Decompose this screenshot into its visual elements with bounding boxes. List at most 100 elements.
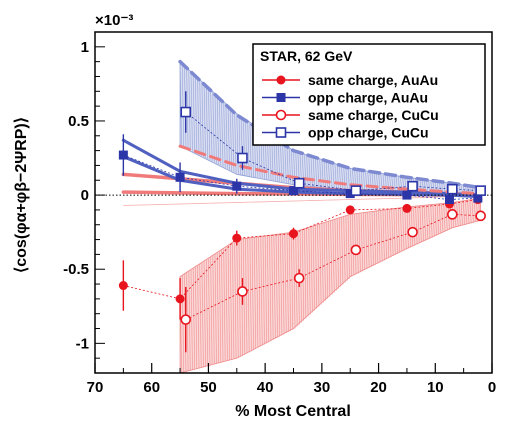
band-hatch bbox=[458, 201, 461, 227]
band-hatch bbox=[462, 200, 466, 225]
band-hatch bbox=[339, 217, 342, 287]
band-hatch bbox=[328, 161, 331, 189]
y-axis-label: ⟨cos(φα+φβ−2ΨRP)⟩ bbox=[13, 117, 30, 273]
band-hatch bbox=[330, 220, 333, 295]
band-hatch bbox=[219, 250, 222, 363]
point-same-charge-cucu bbox=[446, 209, 458, 220]
band-hatch bbox=[393, 208, 396, 255]
band-hatch bbox=[339, 164, 342, 190]
band-hatch bbox=[373, 211, 377, 265]
band-hatch bbox=[238, 239, 241, 358]
band-hatch bbox=[197, 265, 200, 369]
connector-same-charge-auau bbox=[123, 199, 478, 300]
point-same-charge-auau bbox=[289, 229, 298, 239]
band-hatch bbox=[317, 158, 320, 188]
band-hatch bbox=[280, 233, 283, 336]
band-hatch bbox=[467, 200, 470, 224]
band-hatch bbox=[317, 224, 320, 307]
band-hatch bbox=[225, 246, 228, 362]
band-hatch bbox=[308, 227, 311, 315]
x-tick-label: 70 bbox=[87, 379, 104, 396]
band-hatch bbox=[319, 223, 322, 305]
band-hatch bbox=[216, 252, 219, 364]
point-same-charge-auau bbox=[402, 203, 412, 213]
point-same-charge-auau bbox=[345, 205, 355, 215]
band-hatch bbox=[199, 263, 202, 368]
point-opp-charge-cucu bbox=[475, 185, 486, 196]
band-hatch bbox=[212, 91, 215, 163]
band-hatch bbox=[460, 201, 463, 226]
band-hatch bbox=[208, 87, 211, 161]
y-tick-label: -0.5 bbox=[63, 261, 89, 278]
band-hatch bbox=[195, 75, 198, 154]
band-hatch bbox=[336, 164, 339, 190]
legend: STAR, 62 GeV same charge, AuAu opp charge… bbox=[252, 43, 486, 146]
band-hatch bbox=[415, 206, 418, 245]
band-hatch bbox=[325, 221, 329, 299]
point-opp-charge-auau bbox=[118, 150, 128, 160]
y-tick-label: 0.5 bbox=[68, 113, 89, 130]
band-hatch bbox=[190, 269, 193, 371]
connector-opp-charge-auau bbox=[123, 154, 478, 200]
point-opp-charge-auau bbox=[444, 195, 454, 205]
band-hatch bbox=[406, 206, 409, 249]
band-hatch bbox=[384, 209, 387, 260]
band-hatch bbox=[469, 199, 472, 224]
band-hatch bbox=[284, 233, 287, 334]
curve-opp-cucu-dashed bbox=[178, 59, 483, 190]
band-hatch bbox=[197, 77, 200, 155]
band-hatch bbox=[393, 175, 396, 192]
band-hatch bbox=[471, 199, 474, 223]
point-same-charge-cucu bbox=[180, 314, 192, 325]
band-hatch bbox=[365, 170, 368, 192]
band-hatch bbox=[258, 236, 261, 347]
band-hatch bbox=[253, 237, 257, 350]
band-hatch bbox=[328, 221, 331, 297]
y-tick-label: 0 bbox=[81, 187, 89, 204]
band-hatch bbox=[210, 89, 213, 162]
band-hatch bbox=[190, 71, 193, 152]
legend-marker bbox=[275, 127, 287, 138]
band-hatch bbox=[286, 233, 289, 332]
band-hatch bbox=[293, 232, 296, 329]
band-hatch bbox=[225, 103, 228, 169]
band-hatch bbox=[219, 97, 222, 166]
band-hatch bbox=[264, 235, 267, 344]
band-hatch bbox=[426, 179, 429, 193]
band-hatch bbox=[369, 171, 372, 192]
y-axis-ticks: 1 0.5 0 -0.5 -1 bbox=[63, 31, 105, 374]
band-hatch bbox=[356, 213, 359, 274]
band-hatch bbox=[251, 237, 254, 351]
band-hatch bbox=[273, 234, 276, 339]
y-multiplier: ×10⁻³ bbox=[95, 12, 133, 29]
point-opp-charge-cucu bbox=[293, 177, 305, 189]
band-hatch bbox=[179, 61, 182, 147]
band-hatch bbox=[428, 204, 431, 239]
band-hatch bbox=[319, 158, 322, 188]
band-hatch bbox=[227, 105, 230, 171]
point-opp-charge-auau bbox=[473, 193, 483, 203]
band-hatch bbox=[216, 95, 219, 165]
band-hatch bbox=[304, 154, 307, 186]
legend-label: opp charge, AuAu bbox=[308, 90, 428, 106]
band-hatch bbox=[386, 209, 390, 259]
band-hatch bbox=[321, 159, 324, 188]
band-hatch bbox=[221, 249, 224, 363]
band-hatch bbox=[249, 237, 252, 352]
band-hatch bbox=[410, 206, 414, 247]
band-hatch bbox=[205, 259, 209, 367]
band-hatch bbox=[367, 171, 370, 192]
point-same-charge-cucu bbox=[237, 286, 248, 297]
band-hatch bbox=[195, 266, 198, 370]
band-hatch bbox=[443, 203, 446, 232]
curve-opp-auau-upper bbox=[121, 138, 480, 197]
x-tick-label: 0 bbox=[488, 379, 496, 396]
band-hatch bbox=[419, 205, 422, 243]
band-hatch bbox=[236, 239, 239, 359]
point-opp-charge-cucu bbox=[237, 152, 248, 164]
band-hatch bbox=[223, 248, 226, 362]
band-hatch bbox=[330, 162, 333, 189]
band-hatch bbox=[439, 203, 442, 234]
band-hatch bbox=[443, 182, 446, 194]
band-hatch bbox=[229, 243, 233, 360]
